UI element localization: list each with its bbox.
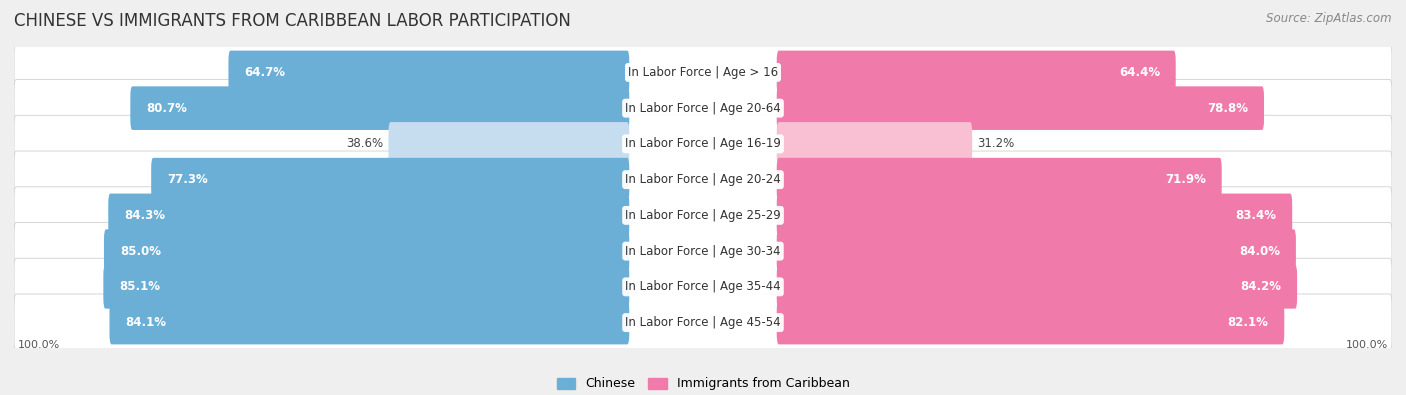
FancyBboxPatch shape — [14, 79, 1392, 137]
Text: 77.3%: 77.3% — [167, 173, 208, 186]
FancyBboxPatch shape — [104, 265, 630, 308]
Text: 64.4%: 64.4% — [1119, 66, 1160, 79]
FancyBboxPatch shape — [104, 229, 630, 273]
Text: 84.3%: 84.3% — [124, 209, 165, 222]
FancyBboxPatch shape — [14, 115, 1392, 173]
FancyBboxPatch shape — [776, 265, 1298, 308]
Text: Source: ZipAtlas.com: Source: ZipAtlas.com — [1267, 12, 1392, 25]
FancyBboxPatch shape — [152, 158, 630, 201]
Text: In Labor Force | Age 45-54: In Labor Force | Age 45-54 — [626, 316, 780, 329]
Text: 83.4%: 83.4% — [1236, 209, 1277, 222]
Text: 85.1%: 85.1% — [120, 280, 160, 293]
Text: 84.2%: 84.2% — [1240, 280, 1281, 293]
FancyBboxPatch shape — [14, 294, 1392, 351]
FancyBboxPatch shape — [108, 194, 630, 237]
Text: In Labor Force | Age 25-29: In Labor Force | Age 25-29 — [626, 209, 780, 222]
Text: 84.1%: 84.1% — [125, 316, 166, 329]
FancyBboxPatch shape — [14, 258, 1392, 316]
FancyBboxPatch shape — [110, 301, 630, 344]
FancyBboxPatch shape — [131, 87, 630, 130]
Legend: Chinese, Immigrants from Caribbean: Chinese, Immigrants from Caribbean — [551, 372, 855, 395]
FancyBboxPatch shape — [14, 222, 1392, 280]
Text: In Labor Force | Age 16-19: In Labor Force | Age 16-19 — [626, 137, 780, 150]
Text: 78.8%: 78.8% — [1208, 102, 1249, 115]
FancyBboxPatch shape — [228, 51, 630, 94]
Text: 85.0%: 85.0% — [120, 245, 160, 258]
Text: In Labor Force | Age 20-64: In Labor Force | Age 20-64 — [626, 102, 780, 115]
Text: CHINESE VS IMMIGRANTS FROM CARIBBEAN LABOR PARTICIPATION: CHINESE VS IMMIGRANTS FROM CARIBBEAN LAB… — [14, 12, 571, 30]
Text: 84.0%: 84.0% — [1239, 245, 1279, 258]
FancyBboxPatch shape — [14, 187, 1392, 244]
FancyBboxPatch shape — [14, 151, 1392, 208]
Text: In Labor Force | Age > 16: In Labor Force | Age > 16 — [628, 66, 778, 79]
Text: 100.0%: 100.0% — [1347, 340, 1389, 350]
Text: 64.7%: 64.7% — [245, 66, 285, 79]
FancyBboxPatch shape — [14, 44, 1392, 101]
FancyBboxPatch shape — [776, 301, 1284, 344]
Text: In Labor Force | Age 20-24: In Labor Force | Age 20-24 — [626, 173, 780, 186]
Text: In Labor Force | Age 35-44: In Labor Force | Age 35-44 — [626, 280, 780, 293]
FancyBboxPatch shape — [776, 158, 1222, 201]
Text: 82.1%: 82.1% — [1227, 316, 1268, 329]
Text: 80.7%: 80.7% — [146, 102, 187, 115]
FancyBboxPatch shape — [776, 229, 1296, 273]
FancyBboxPatch shape — [776, 51, 1175, 94]
Text: 71.9%: 71.9% — [1166, 173, 1206, 186]
FancyBboxPatch shape — [776, 194, 1292, 237]
Text: 38.6%: 38.6% — [346, 137, 384, 150]
Text: 31.2%: 31.2% — [977, 137, 1014, 150]
Text: 100.0%: 100.0% — [17, 340, 59, 350]
FancyBboxPatch shape — [776, 122, 972, 166]
FancyBboxPatch shape — [388, 122, 630, 166]
Text: In Labor Force | Age 30-34: In Labor Force | Age 30-34 — [626, 245, 780, 258]
FancyBboxPatch shape — [776, 87, 1264, 130]
